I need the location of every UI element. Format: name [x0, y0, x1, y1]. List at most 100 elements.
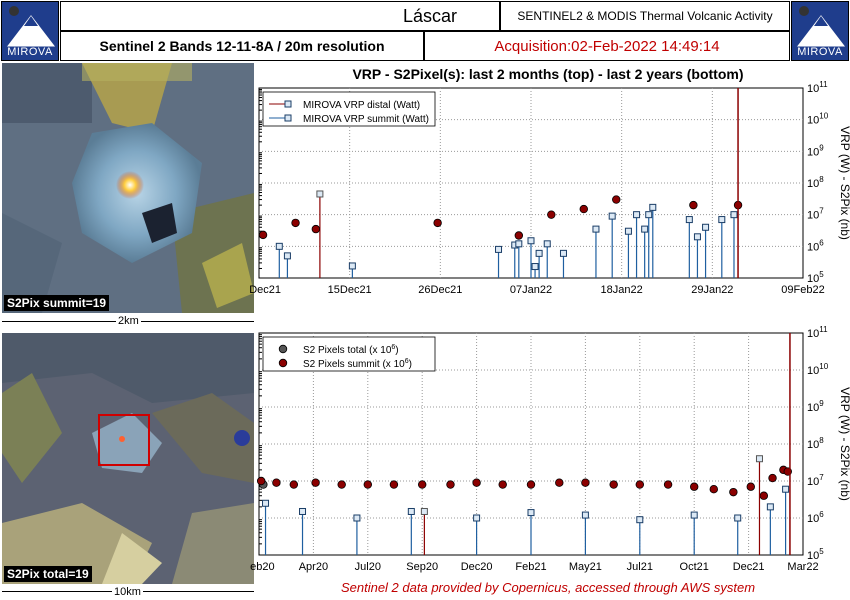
legend-box — [262, 91, 436, 127]
data-point-square — [718, 216, 726, 224]
y-tick-label: 1011 — [807, 80, 828, 95]
data-point-square — [527, 237, 535, 245]
mirova-logo-right: MIROVA — [791, 1, 849, 61]
x-tick-label: Apr20 — [299, 561, 328, 573]
data-point-square — [690, 511, 698, 519]
y-tick-label: 109 — [807, 143, 824, 158]
data-point-square — [636, 516, 644, 524]
data-point-square — [531, 263, 539, 271]
legend: MIROVA VRP distal (Watt) MIROVA VRP summi… — [262, 91, 436, 127]
data-point-square — [649, 203, 657, 211]
data-point-dot — [635, 480, 644, 489]
data-point-dot — [547, 210, 556, 219]
y-tick-label: 105 — [807, 270, 824, 285]
data-point-dot — [472, 478, 481, 487]
x-tick-label: Oct21 — [680, 561, 709, 573]
x-tick-label: Sep20 — [406, 561, 438, 573]
data-point-square — [348, 262, 356, 270]
data-point-square — [592, 225, 600, 233]
x-tick-label: Jul20 — [355, 561, 381, 573]
data-point-dot — [433, 218, 442, 228]
data-point-dot — [289, 480, 299, 489]
chart-top: 105 106 107 108 109 1010 1011 04Dec21 15Dec21 26D… — [250, 80, 850, 296]
legend-label: S2 Pixels total (x 106) — [303, 344, 399, 356]
data-point-dot — [729, 487, 738, 497]
data-point-square — [299, 507, 307, 515]
logo-right-label: MIROVA — [797, 46, 843, 58]
x-tick-label: 26Dec21 — [418, 284, 462, 296]
data-point-square — [734, 514, 742, 522]
data-point-square — [633, 211, 641, 219]
x-tick-label: 18Jan22 — [601, 284, 643, 296]
data-point-dot — [663, 480, 673, 489]
data-point-square — [420, 507, 428, 515]
data-point-square — [275, 242, 283, 250]
data-point-dot — [256, 476, 266, 486]
total-pixel-badge: S2Pix total=19 — [4, 566, 92, 582]
summit-image: S2Pix summit=19 — [2, 63, 254, 313]
y-tick-label: 107 — [807, 473, 824, 488]
data-point-square — [581, 511, 589, 519]
data-point-dot — [609, 480, 618, 489]
subtitle-box: SENTINEL2 & MODIS Thermal Volcanic Activ… — [500, 1, 790, 31]
x-tick-label: 15Dec21 — [328, 284, 372, 296]
x-tick-label: Feb21 — [515, 561, 546, 573]
x-tick-label: Mar22 — [787, 561, 818, 573]
total-image: S2Pix total=19 — [2, 333, 254, 584]
data-point-square — [473, 514, 481, 522]
x-tick-label: 04Dec21 — [250, 284, 281, 296]
data-point-square — [316, 190, 324, 198]
y-axis-label: VRP (W) - S2Pix (nb) — [838, 126, 850, 240]
data-point-dot — [417, 480, 427, 489]
data-point-square — [515, 240, 523, 248]
data-point-square — [608, 212, 616, 220]
data-point-dot — [272, 478, 281, 487]
summit-satellite-image — [2, 63, 254, 313]
acquisition-box: Acquisition:02-Feb-2022 14:49:14 — [424, 31, 790, 61]
x-tick-label: 09Feb22 — [781, 284, 824, 296]
data-point-square — [685, 216, 693, 224]
data-point-square — [645, 211, 653, 219]
footer-credit: Sentinel 2 data provided by Copernicus, … — [340, 580, 756, 595]
data-point-square — [495, 245, 503, 253]
data-point-dot — [389, 480, 399, 489]
data-point-dot — [746, 482, 755, 491]
acquisition-label: Acquisition:02-Feb-2022 14:49:14 — [494, 38, 720, 55]
volcano-icon — [6, 6, 56, 47]
y-tick-label: 1010 — [807, 112, 829, 127]
x-tick-label: Dec21 — [733, 561, 765, 573]
legend-marker — [278, 344, 288, 354]
chart-title: VRP - S2Pixel(s): last 2 months (top) - … — [352, 66, 744, 82]
scale-label-bottom: 10km — [112, 586, 143, 598]
bands-box: Sentinel 2 Bands 12-11-8A / 20m resoluti… — [60, 31, 424, 61]
y-tick-label: 108 — [807, 436, 824, 451]
logo-left-label: MIROVA — [7, 46, 53, 58]
data-point-square — [755, 455, 763, 463]
data-point-square — [559, 249, 567, 257]
data-point-dot — [311, 478, 320, 487]
y-tick-label: 107 — [807, 207, 824, 222]
data-point-square — [766, 503, 774, 511]
y-axis-label: VRP (W) - S2Pix (nb) — [838, 387, 850, 501]
legend-label: MIROVA VRP summit (Watt) — [303, 114, 429, 125]
data-point-square — [641, 225, 649, 233]
data-point-dot — [555, 478, 564, 487]
data-point-dot — [337, 480, 346, 489]
x-tick-label: Jul21 — [627, 561, 653, 573]
data-point-square — [353, 514, 361, 522]
data-point-square — [527, 509, 535, 517]
scale-label-top: 2km — [116, 315, 141, 327]
data-point-square — [730, 211, 738, 219]
data-point-square — [407, 507, 415, 515]
data-point-square — [283, 252, 291, 260]
bands-label: Sentinel 2 Bands 12-11-8A / 20m resoluti… — [99, 38, 385, 54]
data-point-dot — [498, 480, 507, 489]
legend-label: S2 Pixels summit (x 106) — [303, 358, 412, 370]
data-point-dot — [768, 473, 777, 483]
x-tick-label: 07Jan22 — [510, 284, 552, 296]
data-point-dot — [709, 485, 718, 494]
subtitle-right: SENTINEL2 & MODIS Thermal Volcanic Activ… — [517, 9, 773, 23]
data-point-dot — [759, 491, 769, 500]
legend-marker — [284, 100, 292, 108]
x-tick-label: Feb20 — [250, 561, 275, 573]
